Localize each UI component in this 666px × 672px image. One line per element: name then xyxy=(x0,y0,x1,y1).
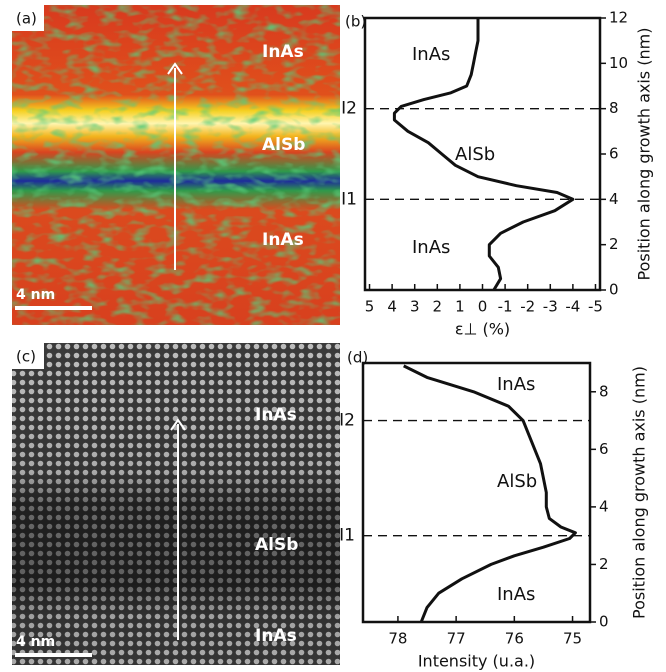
x-tick-label: 75 xyxy=(563,630,582,648)
layer-label: AlSb xyxy=(262,135,305,155)
arrow-head xyxy=(167,62,183,75)
y-tick-label: 2 xyxy=(599,555,609,573)
layer-label: InAs xyxy=(255,626,297,646)
y-tick-label: 4 xyxy=(609,190,619,208)
layer-label: AlSb xyxy=(455,144,495,165)
y-tick-label: 2 xyxy=(609,235,619,253)
y-tick-label: 4 xyxy=(599,497,609,515)
x-tick-label: 4 xyxy=(387,298,397,316)
y-tick-label: 0 xyxy=(609,281,619,299)
y-tick-label: 12 xyxy=(609,9,628,27)
x-tick-label: 5 xyxy=(365,298,375,316)
y-axis-label: Position along growth axis (nm) xyxy=(630,366,649,619)
reference-label: I2 xyxy=(341,99,357,119)
x-tick-label: 78 xyxy=(388,630,407,648)
reference-label: I2 xyxy=(339,411,355,431)
x-tick-label: 0 xyxy=(478,298,488,316)
x-tick-label: -5 xyxy=(588,298,603,316)
y-tick-label: 8 xyxy=(599,382,609,400)
panel-label: (b) xyxy=(345,13,366,31)
plot-frame xyxy=(361,361,592,624)
tem-shading xyxy=(12,343,340,665)
y-tick-label: 6 xyxy=(599,440,609,458)
layer-label: InAs xyxy=(497,374,535,395)
y-tick-label: 0 xyxy=(599,613,609,631)
layer-label: AlSb xyxy=(255,535,298,555)
layer-label: InAs xyxy=(262,230,304,250)
profile-line xyxy=(403,364,577,623)
panel-label: (a) xyxy=(16,10,37,28)
scale-label: 4 nm xyxy=(16,634,55,650)
panel-label: (c) xyxy=(16,348,36,366)
x-tick-label: 1 xyxy=(455,298,465,316)
layer-label: InAs xyxy=(497,584,535,605)
layer-label: InAs xyxy=(412,44,450,65)
y-tick-label: 10 xyxy=(609,54,628,72)
reference-label: I1 xyxy=(341,189,357,209)
x-tick-label: 2 xyxy=(433,298,443,316)
profile-line xyxy=(392,18,575,291)
label-box xyxy=(12,343,44,369)
x-tick-label: -3 xyxy=(543,298,558,316)
panel-label: (d) xyxy=(347,349,368,367)
layer-label: InAs xyxy=(262,42,304,62)
layer-label: InAs xyxy=(412,237,450,258)
reference-label: I1 xyxy=(339,526,355,546)
y-axis-label: Position along growth axis (nm) xyxy=(635,28,654,281)
x-tick-label: -4 xyxy=(565,298,580,316)
layer-label: AlSb xyxy=(497,471,537,492)
x-tick-label: -2 xyxy=(520,298,535,316)
x-axis-label: ε⊥ (%) xyxy=(455,320,510,339)
x-tick-label: 3 xyxy=(410,298,420,316)
x-tick-label: -1 xyxy=(498,298,513,316)
y-tick-label: 8 xyxy=(609,99,619,117)
layer-label: InAs xyxy=(255,405,297,425)
x-axis-label: Intensity (u.a.) xyxy=(418,652,535,671)
label-box xyxy=(12,5,44,31)
y-tick-label: 6 xyxy=(609,145,619,163)
x-tick-label: 77 xyxy=(447,630,466,648)
scale-label: 4 nm xyxy=(16,287,55,303)
x-tick-label: 76 xyxy=(505,630,524,648)
arrow-head xyxy=(170,418,186,431)
